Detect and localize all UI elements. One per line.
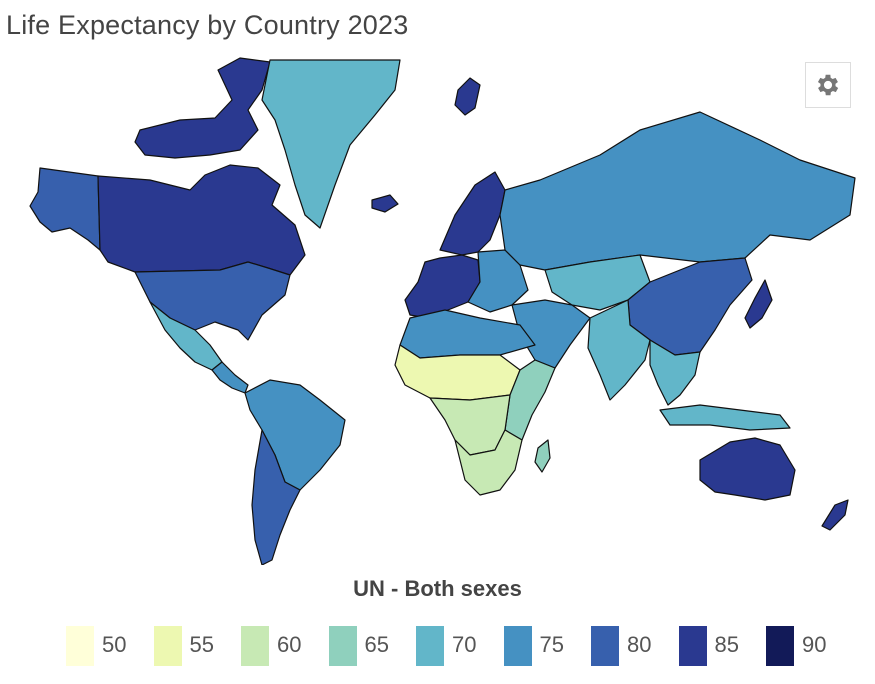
world-map [29,57,856,565]
region-europe-west[interactable] [404,254,481,319]
region-indonesia[interactable] [659,404,791,431]
legend-swatch [591,626,619,666]
region-southeast-asia[interactable] [649,339,701,406]
legend-label: 60 [277,632,302,657]
legend-label: 65 [364,632,389,657]
settings-button[interactable] [805,62,851,108]
legend-label: 75 [539,632,564,657]
legend-label: 85 [714,632,739,657]
region-madagascar[interactable] [534,439,551,473]
region-southern-africa[interactable] [454,429,523,496]
region-japan[interactable] [744,279,773,329]
region-south-asia[interactable] [587,299,651,401]
legend-swatch [153,626,182,666]
region-new-zealand[interactable] [821,499,849,531]
region-usa[interactable] [134,261,291,341]
legend-label: 80 [627,632,652,657]
legend-swatch [416,626,444,666]
region-iceland[interactable] [371,194,399,213]
map-title: Life Expectancy by Country 2023 [6,10,409,40]
legend-swatch [766,626,794,666]
legend-title: UN - Both sexes [353,576,522,601]
region-scandinavia[interactable] [439,171,506,256]
region-central-america[interactable] [211,361,249,394]
region-canada-islands[interactable] [134,57,271,159]
legend-swatch [66,626,94,666]
legend-swatch [678,626,707,666]
legend-swatch [328,626,357,666]
region-svalbard[interactable] [454,77,481,116]
legend-label: 55 [189,632,214,657]
legend-swatch [503,626,532,666]
legend-swatch [241,626,269,666]
region-alaska[interactable] [29,167,101,251]
legend-label: 90 [802,632,827,657]
gear-icon [817,74,839,96]
region-canada[interactable] [97,164,306,276]
legend-label: 70 [452,632,477,657]
region-russia[interactable] [499,111,856,271]
region-australia[interactable] [699,437,796,501]
region-greenland[interactable] [261,59,401,229]
region-chile-argentina[interactable] [251,429,301,565]
legend-label: 50 [102,632,127,657]
